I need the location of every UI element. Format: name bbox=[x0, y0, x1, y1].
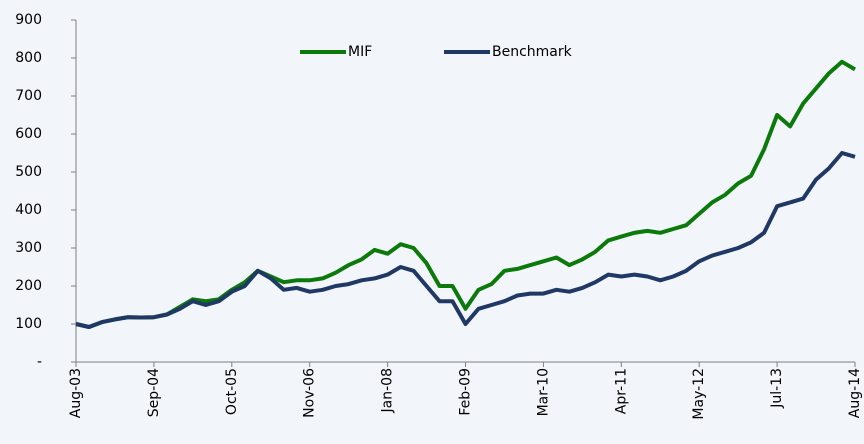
y-tick-label: 300 bbox=[15, 240, 42, 256]
series-line bbox=[75, 151, 856, 329]
y-tick-label: 600 bbox=[15, 126, 42, 142]
x-tick-label: Mar-10 bbox=[535, 368, 551, 416]
series-line bbox=[75, 59, 857, 329]
legend-label: Benchmark bbox=[492, 44, 573, 60]
x-tick-label: Oct-05 bbox=[224, 368, 240, 415]
y-tick-label: 700 bbox=[15, 88, 42, 104]
y-tick-label: 200 bbox=[15, 278, 42, 294]
y-tick-label: 100 bbox=[15, 316, 42, 332]
x-tick-label: Aug-14 bbox=[847, 368, 863, 418]
x-tick-label: May-12 bbox=[691, 368, 707, 420]
y-tick-label: 900 bbox=[15, 12, 42, 28]
y-tick-label: 800 bbox=[15, 50, 42, 66]
x-tick-label: Sep-04 bbox=[146, 368, 162, 417]
y-tick-label: - bbox=[37, 354, 42, 370]
x-tick-label: Jul-13 bbox=[769, 368, 785, 409]
x-tick-label: Apr-11 bbox=[613, 368, 629, 414]
x-tick-label: Aug-03 bbox=[68, 368, 84, 418]
x-tick-label: Nov-06 bbox=[302, 368, 318, 418]
y-tick-label: 500 bbox=[15, 164, 42, 180]
legend-label: MIF bbox=[348, 44, 372, 60]
x-tick-label: Feb-09 bbox=[458, 368, 474, 416]
x-tick-label: Jan-08 bbox=[380, 368, 396, 413]
y-tick-label: 400 bbox=[15, 202, 42, 218]
